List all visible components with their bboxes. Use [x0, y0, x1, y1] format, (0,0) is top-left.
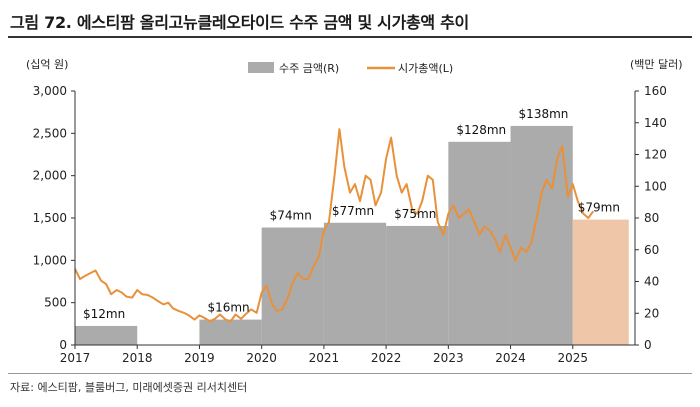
order-bar — [199, 319, 262, 345]
y-left-tick-label: 2,500 — [33, 126, 67, 140]
order-bar — [386, 225, 449, 345]
order-bar — [572, 219, 629, 345]
y-right-tick-label: 80 — [644, 211, 659, 225]
x-tick-label: 2022 — [371, 351, 402, 365]
source-note: 자료: 에스티팜, 블룸버그, 미래에셋증권 리서치센터 — [10, 381, 248, 394]
bar-data-label: $12mn — [83, 307, 125, 321]
order-bar — [75, 325, 138, 345]
market-cap-line — [74, 128, 595, 323]
bar-data-label: $128mn — [456, 123, 506, 137]
y-right-tick-label: 60 — [644, 243, 659, 257]
legend: 수주 금액(R) 시가총액(L) — [248, 62, 453, 75]
bar-data-label: $138mn — [519, 107, 569, 121]
bar-data-label: $79mn — [578, 201, 620, 215]
title-rule — [8, 36, 692, 38]
order-bar — [448, 141, 511, 345]
order-bar — [261, 227, 324, 345]
x-tick-label: 2021 — [309, 351, 340, 365]
bar-data-label: $77mn — [332, 204, 374, 218]
y-left-tick-label: 500 — [44, 296, 67, 310]
y-right-tick-label: 100 — [644, 179, 667, 193]
legend-bar-swatch — [248, 62, 274, 73]
axes-layer: 0 500 1,000 1,500 2,000 2,500 3,000 0 20 40 60 80 10… — [33, 84, 667, 365]
y-left-tick-label: 3,000 — [33, 84, 67, 98]
source-rule — [8, 373, 692, 374]
y-right-tick-label: 140 — [644, 116, 667, 130]
x-tick-label: 2019 — [184, 351, 215, 365]
labels-layer: $12mn $16mn $74mn $77mn $75mn $128mn $138mn $79… — [83, 107, 620, 321]
bar-data-label: $74mn — [270, 209, 312, 223]
bar-data-label: $16mn — [207, 301, 249, 315]
y-left-tick-label: 2,000 — [33, 169, 67, 183]
legend-bar-label: 수주 금액(R) — [279, 62, 339, 75]
y-left-label: (십억 원) — [26, 58, 68, 71]
bar-data-label: $75mn — [394, 207, 436, 221]
x-tick-label: 2025 — [558, 351, 589, 365]
y-left-tick-label: 1,000 — [33, 253, 67, 267]
y-left-tick-label: 0 — [59, 338, 67, 352]
x-tick-label: 2020 — [246, 351, 277, 365]
y-right-tick-label: 40 — [644, 275, 659, 289]
x-tick-label: 2023 — [433, 351, 464, 365]
order-bar — [323, 222, 387, 345]
y-right-tick-label: 0 — [644, 338, 652, 352]
order-bar — [510, 125, 573, 345]
y-left-tick-label: 1,500 — [33, 211, 67, 225]
x-tick-label: 2017 — [60, 351, 91, 365]
y-right-tick-label: 160 — [644, 84, 667, 98]
x-tick-label: 2024 — [495, 351, 526, 365]
legend-line-label: 시가총액(L) — [398, 62, 453, 75]
y-right-tick-label: 20 — [644, 306, 659, 320]
line-layer — [74, 128, 595, 323]
chart-title: 그림 72. 에스티팜 올리고뉴클레오타이드 수주 금액 및 시가총액 추이 — [10, 13, 469, 32]
y-right-label: (백만 달러) — [630, 58, 683, 71]
y-right-tick-label: 120 — [644, 148, 667, 162]
x-tick-label: 2018 — [122, 351, 153, 365]
bars-layer — [75, 125, 629, 345]
